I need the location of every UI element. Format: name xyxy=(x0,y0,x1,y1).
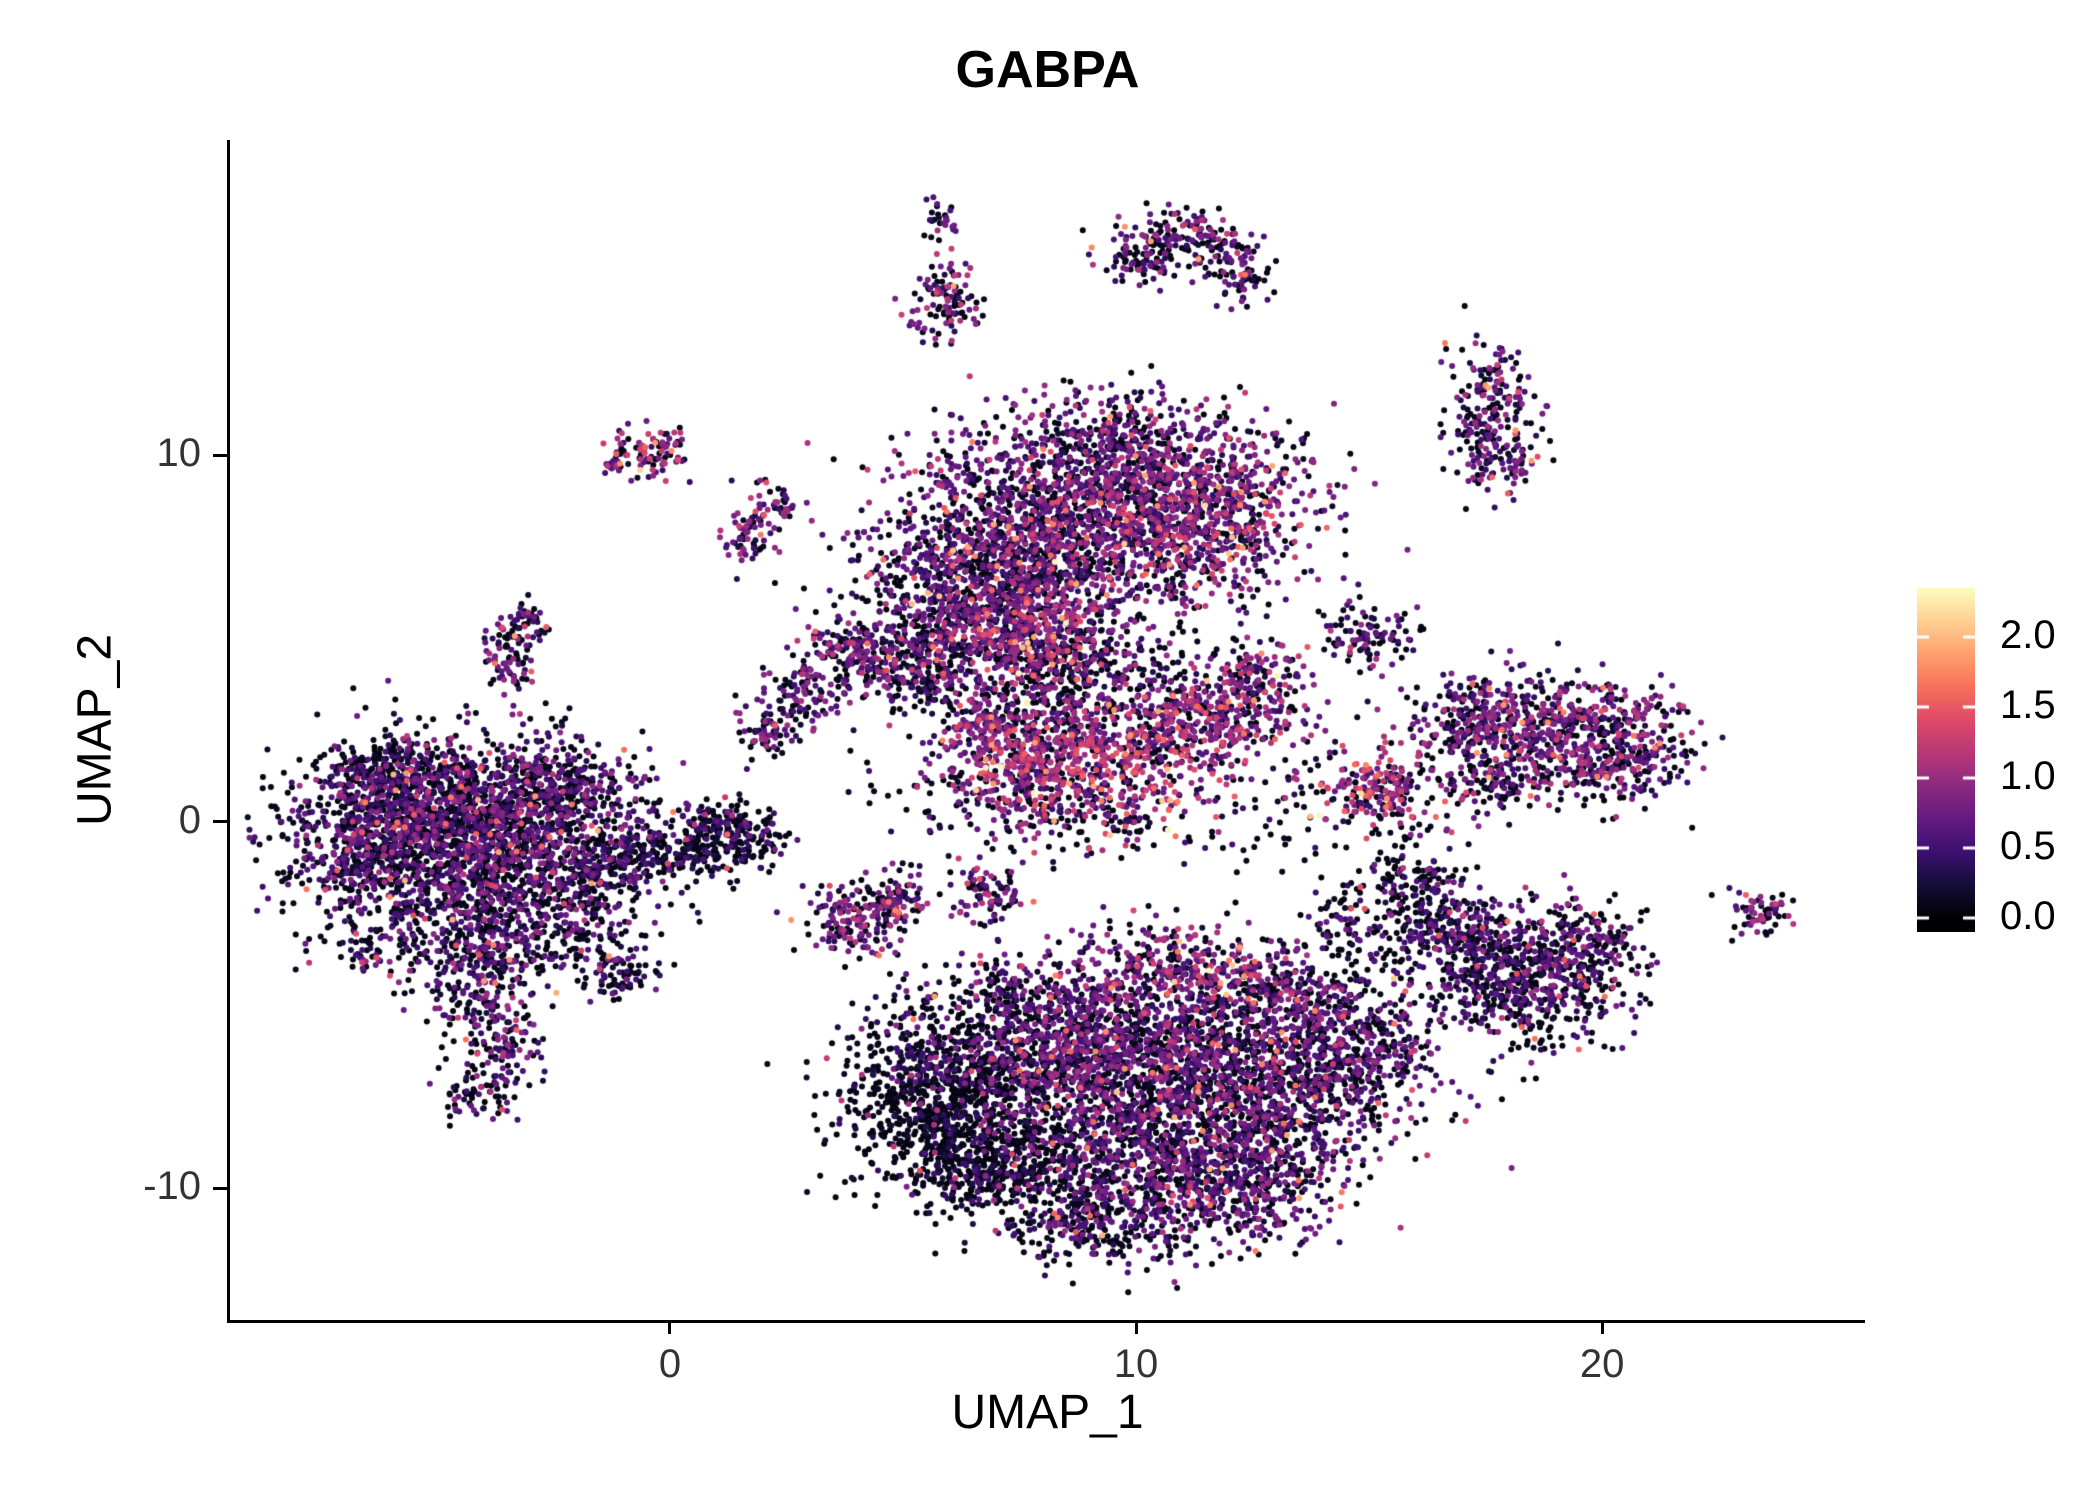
x-tick-label: 0 xyxy=(658,1342,682,1386)
x-tick-mark xyxy=(1134,1320,1138,1334)
y-tick-mark xyxy=(213,453,227,457)
x-tick-mark xyxy=(1600,1320,1604,1334)
colorbar-tick-label: 1.0 xyxy=(2000,753,2056,798)
colorbar-tick-label: 0.0 xyxy=(2000,893,2056,938)
x-axis-label: UMAP_1 xyxy=(951,1386,1144,1439)
y-tick-mark xyxy=(213,1186,227,1190)
y-tick-mark xyxy=(213,820,227,824)
x-tick-label: 20 xyxy=(1579,1342,1625,1386)
scatter-canvas xyxy=(230,140,1865,1320)
plot-title: GABPA xyxy=(955,41,1140,99)
x-tick-label: 10 xyxy=(1113,1342,1159,1386)
y-tick-label: -10 xyxy=(143,1164,201,1209)
y-axis-label: UMAP_2 xyxy=(68,633,122,827)
y-tick-label: 10 xyxy=(156,431,202,476)
colorbar-tick-label: 2.0 xyxy=(2000,613,2056,658)
colorbar-tick-label: 1.5 xyxy=(2000,683,2056,728)
y-tick-label: 0 xyxy=(178,797,201,842)
x-tick-mark xyxy=(668,1320,672,1334)
axis-lines xyxy=(227,140,1865,1323)
colorbar-tick-label: 0.5 xyxy=(2000,823,2056,868)
colorbar xyxy=(1917,588,1975,932)
